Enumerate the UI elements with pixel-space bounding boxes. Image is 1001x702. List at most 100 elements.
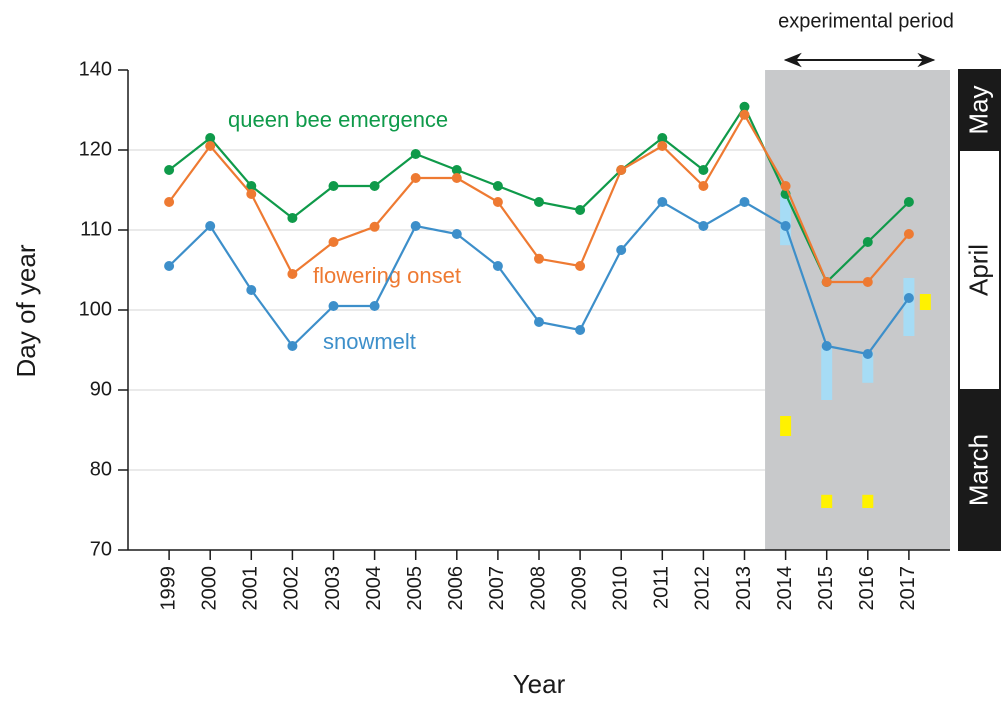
data-point (534, 253, 544, 264)
x-tick-label: 2016 (856, 566, 878, 611)
snowmelt-range (780, 194, 792, 246)
x-tick-label: 2005 (404, 566, 426, 611)
data-point (821, 341, 832, 351)
month-band (958, 389, 1001, 551)
marker (919, 294, 931, 310)
data-point (575, 261, 586, 271)
x-tick-label: 2000 (198, 566, 220, 611)
data-point (410, 149, 421, 159)
x-tick-label: 2002 (281, 566, 303, 611)
data-point (246, 285, 257, 295)
data-point (246, 181, 257, 191)
snowmelt-range (862, 352, 874, 383)
data-point (451, 165, 462, 175)
data-point (205, 141, 216, 151)
data-point (205, 133, 216, 143)
snowmelt-range (821, 348, 833, 400)
data-point (164, 261, 175, 271)
series-label: snowmelt (323, 329, 416, 354)
marker (821, 494, 833, 508)
y-tick-label: 70 (90, 538, 112, 560)
data-point (164, 197, 175, 207)
x-tick-label: 2007 (486, 566, 508, 611)
month-label: May (963, 85, 993, 134)
x-tick-label: 2001 (240, 566, 262, 611)
x-tick-label: 2010 (609, 566, 631, 611)
data-point (821, 277, 832, 287)
marker (780, 416, 792, 436)
data-point (492, 197, 503, 207)
data-point (492, 261, 503, 271)
data-point (657, 141, 668, 151)
data-point (657, 197, 668, 207)
data-point (451, 173, 462, 183)
data-point (287, 213, 298, 223)
data-point (903, 197, 914, 207)
snowmelt-range (903, 278, 915, 336)
data-point (739, 197, 750, 207)
data-point (616, 165, 627, 175)
series-label: queen bee emergence (228, 107, 448, 132)
data-point (903, 229, 914, 239)
y-tick-label: 140 (79, 58, 112, 80)
period-shade (765, 70, 950, 550)
data-point (328, 181, 339, 191)
x-tick-label: 2009 (568, 566, 590, 611)
data-point (287, 341, 298, 351)
data-point (328, 301, 339, 311)
x-axis-title: Year (513, 669, 566, 699)
data-point (575, 325, 586, 335)
data-point (862, 349, 873, 359)
month-label: March (963, 434, 993, 506)
data-point (862, 237, 873, 247)
data-point (369, 181, 380, 191)
data-point (492, 181, 503, 191)
data-point (780, 221, 791, 231)
month-band (958, 149, 1001, 391)
data-point (205, 221, 216, 231)
marker (862, 494, 874, 508)
data-point (369, 221, 380, 232)
data-point (534, 317, 544, 327)
data-point (739, 101, 750, 112)
x-tick-label: 2006 (445, 566, 467, 611)
x-tick-label: 2003 (322, 566, 344, 611)
data-point (534, 197, 544, 207)
data-point (451, 229, 462, 239)
x-tick-label: 2017 (897, 566, 919, 611)
data-point (780, 181, 791, 191)
x-tick-label: 2014 (774, 566, 796, 611)
month-band (958, 69, 1001, 151)
x-tick-label: 2011 (651, 566, 673, 609)
data-point (698, 221, 709, 231)
y-axis-title: Day of year (11, 244, 41, 377)
x-tick-label: 2004 (363, 566, 385, 611)
y-tick-label: 90 (90, 378, 112, 400)
data-point (739, 109, 750, 120)
period-label: experimental period (778, 10, 954, 32)
data-point (410, 221, 421, 231)
x-tick-label: 2015 (815, 566, 837, 611)
data-point (246, 189, 257, 199)
x-tick-label: 1999 (157, 566, 179, 611)
data-point (575, 205, 586, 215)
month-label: April (963, 244, 993, 296)
y-tick-label: 110 (80, 218, 112, 240)
data-point (369, 301, 380, 311)
y-tick-label: 100 (79, 298, 112, 320)
data-point (328, 237, 339, 247)
data-point (862, 277, 873, 287)
data-point (616, 245, 627, 255)
y-tick-label: 120 (79, 138, 112, 160)
data-point (164, 165, 175, 175)
data-point (287, 269, 298, 279)
y-tick-label: 80 (90, 458, 112, 480)
x-tick-label: 2013 (733, 566, 755, 611)
data-point (903, 293, 914, 303)
data-point (698, 165, 709, 175)
x-tick-label: 2012 (692, 566, 714, 611)
data-point (657, 133, 668, 143)
x-tick-label: 2008 (527, 566, 549, 611)
data-point (410, 173, 421, 183)
